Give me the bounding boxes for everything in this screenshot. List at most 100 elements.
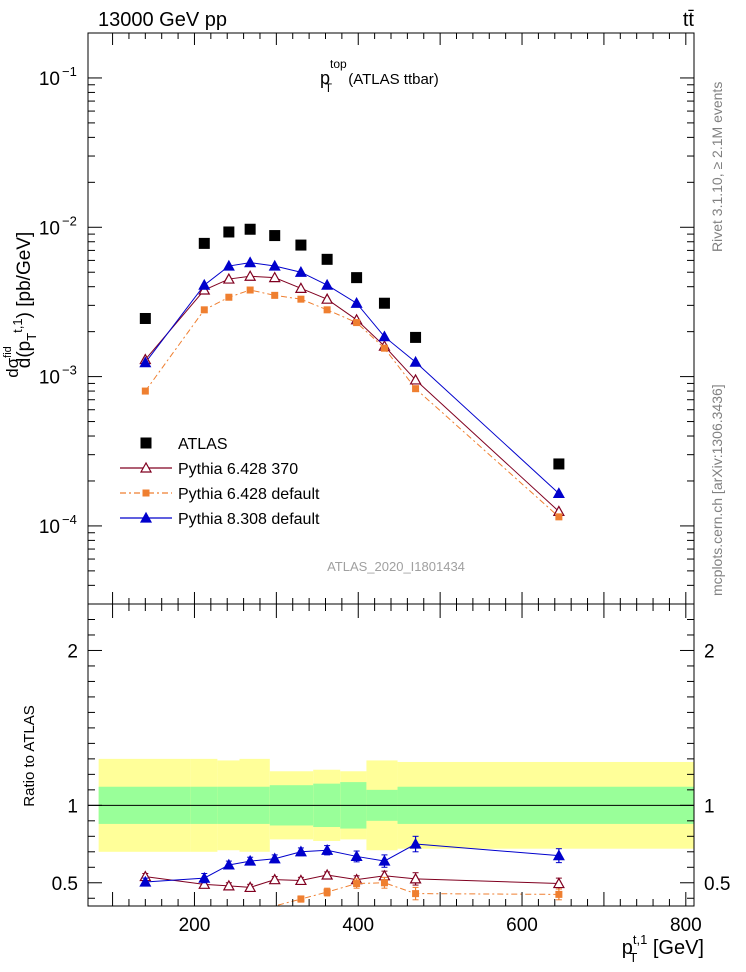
ratio-ylabel: Ratio to ATLAS [21,705,38,806]
main-data-point [198,278,211,290]
main-data-point [409,373,422,385]
main-data-point [268,259,281,271]
main-axes: 10−410−310−210−1 [39,32,694,605]
main-data-point [410,331,422,343]
ratio-data-point [294,845,307,857]
ratio-data-point [244,854,257,866]
main-data-point [198,237,210,249]
main-ylabel-text: d(pTt,1) [pb/GeV] [10,232,39,369]
ratio-data-point [244,881,257,893]
legend-label: Pythia 8.308 default [178,511,320,528]
ratio-data-point [409,837,422,849]
main-y-tick-exponent: −4 [62,512,77,527]
ratio-data-point [412,890,420,898]
ratio-data-point [294,874,307,886]
main-data-point [555,513,563,521]
main-y-tick-exponent: −3 [62,363,77,378]
main-y-tick-label: 10 [39,69,60,90]
chart-title: ptop T (ATLAS ttbar) [320,57,439,95]
ratio-y-tick-label: 0.5 [52,874,78,895]
main-data-point [222,272,235,284]
main-data-point [321,292,334,304]
ratio-data-point [552,849,565,861]
main-data-point [353,319,361,327]
main-data-point [225,293,233,301]
main-data-point [553,458,565,470]
chart-title-rest: (ATLAS ttbar) [344,71,439,88]
ratio-data-point [323,888,331,896]
ratio-x-tick-label: 400 [342,915,374,936]
ratio-data-point [222,858,235,870]
main-data-point [244,270,257,281]
legend-label: Pythia 6.428 370 [178,461,298,478]
ratio-y-tick-label-right: 1 [704,796,715,817]
ratio-data-point [222,879,235,891]
xlabel-base: p [622,937,633,959]
main-data-point [200,306,208,314]
main-data-point [246,286,254,294]
ratio-series-marks [139,835,565,907]
main-data-point [294,282,307,293]
main-data-point [271,291,279,299]
ratio-data-point [198,878,211,889]
ratio-x-tick-label: 600 [506,915,538,936]
legend-marker [139,511,153,523]
main-y-tick-exponent: −2 [62,213,77,228]
ratio-x-tick-label: 800 [670,915,702,936]
main-data-point [244,223,256,235]
legend-label: Pythia 6.428 default [178,486,320,503]
main-data-point [141,387,149,395]
ratio-data-point [297,895,305,903]
main-y-tick-label: 10 [39,517,60,538]
header-beam-label: 13000 GeV pp [98,9,227,31]
ratio-data-point [409,872,422,884]
ratio-data-point [552,877,565,889]
main-data-point [268,271,281,283]
ratio-data-point [380,879,388,887]
ratio-data-point [321,844,334,855]
main-series-marks [139,223,565,521]
ratio-y-tick-label: 1 [67,796,78,817]
legend-label: ATLAS [178,436,228,453]
source-url-label: mcplots.cern.ch [arXiv:1306.3436] [709,384,725,596]
ratio-y-tick-label-right: 0.5 [704,874,730,895]
main-series-line [144,262,560,494]
main-data-point [294,265,307,277]
chart-title-base: p [320,68,330,88]
main-data-point [297,295,305,303]
ratio-y-tick-label-right: 2 [704,641,715,662]
ratio-series-line [250,882,559,907]
analysis-watermark: ATLAS_2020_I1801434 [327,559,465,574]
legend-marker [142,489,150,497]
main-ylabel: d(pTt,1) [pb/GeV] dσfid [2,232,39,378]
main-data-point [378,297,390,309]
ratio-data-point [378,854,391,866]
main-data-point [139,312,151,324]
ratio-x-tick-label: 200 [179,915,211,936]
main-data-point [321,278,334,290]
ratio-data-point [555,890,563,898]
chart-title-sub: T [325,81,333,95]
main-y-tick-label: 10 [39,368,60,389]
main-data-point [223,226,235,238]
main-data-point [269,230,281,242]
rivet-version-label: Rivet 3.1.10, ≥ 2.1M events [709,82,725,252]
xlabel-sup: t,1 [633,932,647,947]
ratio-data-point [353,880,361,888]
ratio-y-tick-label: 2 [67,641,78,662]
main-data-point [222,259,235,271]
ratio-data-point [139,875,152,887]
ratio-xlabel: pt,1 T [GeV] [622,932,704,965]
xlabel-rest: [GeV] [647,937,704,959]
main-y-tick-label: 10 [39,218,60,239]
main-y-tick-exponent: −1 [62,64,77,79]
legend: ATLAS Pythia 6.428 370 Pythia 6.428 defaul… [120,436,320,528]
ratio-data-point [198,871,211,883]
chart-title-sup: top [330,57,347,71]
ratio-panel-frame [87,603,695,907]
main-data-point [321,253,333,265]
legend-marker [140,437,152,449]
